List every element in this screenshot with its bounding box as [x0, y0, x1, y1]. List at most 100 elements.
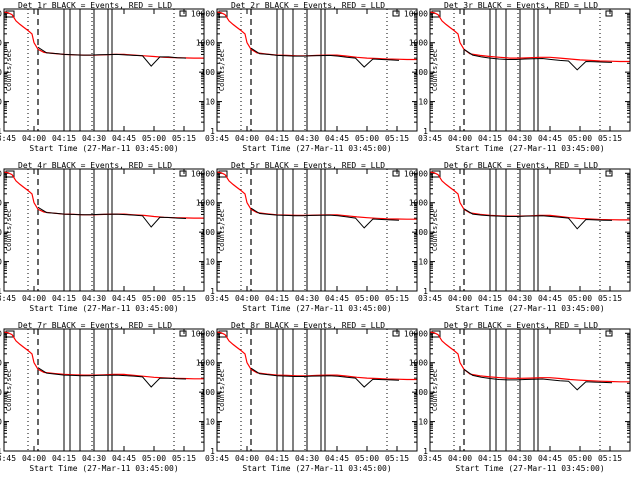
y-tick-label: 10 [0, 98, 2, 107]
x-axis-label: Start Time (27-Mar-11 03:45:00) [29, 144, 178, 153]
y-tick-label: 1000 [409, 39, 428, 48]
events-series-line [250, 47, 400, 68]
x-tick-label: 04:00 [235, 134, 259, 143]
x-tick-label: 03:45 [0, 134, 16, 143]
y-axis-label: Counts/sec [218, 369, 226, 411]
x-tick-label: 04:45 [112, 134, 136, 143]
y-tick-label: 1000 [0, 39, 2, 48]
y-axis-label: Counts/sec [431, 369, 439, 411]
plot-frame [429, 168, 631, 292]
x-tick-label: 05:00 [568, 454, 592, 463]
lld-series-line [216, 11, 417, 61]
y-tick-label: 100 [414, 68, 429, 77]
x-tick-label: 04:30 [295, 294, 319, 303]
x-tick-label: 05:15 [385, 294, 409, 303]
y-axis-label: Counts/sec [5, 49, 13, 91]
events-series-line [37, 46, 187, 67]
y-tick-label: 1000 [0, 199, 2, 208]
x-tick-label: 03:45 [205, 294, 229, 303]
y-tick-label: 10 [205, 258, 215, 267]
x-tick-label: 05:15 [172, 294, 196, 303]
panel-2: Det 2r BLACK = Events, RED = LLD 1 10 100 10… [191, 1, 418, 153]
x-tick-label: 03:45 [418, 454, 442, 463]
x-axis-label: Start Time (27-Mar-11 03:45:00) [242, 304, 391, 313]
x-tick-label: 03:45 [418, 294, 442, 303]
panel-title: Det 3r BLACK = Events, RED = LLD [444, 1, 598, 10]
plot-frame [3, 8, 205, 132]
x-tick-label: 05:15 [598, 454, 622, 463]
events-series-line [463, 208, 613, 230]
y-tick-label: 1000 [0, 359, 2, 368]
y-axis-label: Counts/sec [431, 49, 439, 91]
x-tick-label: 04:30 [508, 134, 532, 143]
corner-marker [605, 170, 613, 177]
x-tick-label: 04:00 [448, 294, 472, 303]
y-tick-label: 1 [0, 447, 2, 456]
plot-frame [429, 8, 631, 132]
panel-title: Det 5r BLACK = Events, RED = LLD [231, 161, 385, 170]
corner-marker [605, 10, 613, 17]
x-tick-label: 04:30 [508, 294, 532, 303]
x-tick-label: 04:00 [448, 454, 472, 463]
lld-series-line [429, 11, 630, 63]
events-series-line [37, 206, 187, 228]
x-tick-label: 04:15 [478, 134, 502, 143]
y-tick-label: 1 [423, 287, 428, 296]
x-axis-label: Start Time (27-Mar-11 03:45:00) [455, 304, 604, 313]
y-tick-label: 10000 [191, 329, 215, 338]
y-tick-label: 10000 [0, 169, 2, 178]
plot-frame [3, 168, 205, 292]
y-tick-label: 1 [210, 127, 215, 136]
y-tick-label: 100 [0, 228, 2, 237]
x-tick-label: 04:15 [265, 134, 289, 143]
lld-series-line [3, 171, 204, 219]
x-tick-label: 04:45 [325, 454, 349, 463]
x-tick-label: 04:15 [265, 294, 289, 303]
panel-title: Det 9r BLACK = Events, RED = LLD [444, 321, 598, 330]
panel-8: Det 8r BLACK = Events, RED = LLD 1 10 100 10… [191, 321, 418, 473]
y-tick-label: 10 [418, 418, 428, 427]
x-axis-label: Start Time (27-Mar-11 03:45:00) [455, 144, 604, 153]
corner-marker [179, 10, 187, 17]
y-tick-label: 1000 [196, 359, 215, 368]
y-tick-label: 10000 [191, 9, 215, 18]
y-tick-label: 100 [0, 388, 2, 397]
y-tick-label: 10 [418, 98, 428, 107]
panel-title: Det 7r BLACK = Events, RED = LLD [18, 321, 172, 330]
x-tick-label: 04:15 [478, 454, 502, 463]
panel-title: Det 8r BLACK = Events, RED = LLD [231, 321, 385, 330]
y-axis-label: Counts/sec [218, 209, 226, 251]
x-tick-label: 04:15 [265, 454, 289, 463]
x-tick-label: 03:45 [0, 294, 16, 303]
x-tick-label: 04:15 [478, 294, 502, 303]
events-series-line [250, 367, 400, 388]
x-tick-label: 04:45 [325, 294, 349, 303]
x-tick-label: 04:15 [52, 294, 76, 303]
y-tick-label: 100 [0, 68, 2, 77]
x-tick-label: 05:15 [385, 134, 409, 143]
events-series-line [463, 368, 613, 391]
x-tick-label: 05:15 [385, 454, 409, 463]
x-tick-label: 04:00 [448, 134, 472, 143]
x-axis-label: Start Time (27-Mar-11 03:45:00) [242, 464, 391, 473]
y-tick-label: 10000 [404, 329, 428, 338]
x-tick-label: 04:30 [82, 134, 106, 143]
x-tick-label: 04:00 [22, 134, 46, 143]
y-tick-label: 1 [423, 447, 428, 456]
panel-5: Det 5r BLACK = Events, RED = LLD 1 10 100 10… [191, 161, 418, 313]
corner-marker [392, 170, 400, 177]
x-tick-label: 04:45 [538, 294, 562, 303]
plot-frame [216, 8, 418, 132]
x-tick-label: 05:15 [172, 134, 196, 143]
events-series-line [463, 48, 613, 71]
corner-marker [218, 170, 228, 178]
y-tick-label: 10 [418, 258, 428, 267]
panel-6: Det 6r BLACK = Events, RED = LLD 1 10 100 10… [404, 161, 631, 313]
corner-marker [5, 10, 15, 18]
x-tick-label: 03:45 [0, 454, 16, 463]
plot-frame [216, 328, 418, 452]
corner-marker [218, 10, 228, 18]
y-tick-label: 10000 [0, 9, 2, 18]
x-tick-label: 04:45 [112, 294, 136, 303]
